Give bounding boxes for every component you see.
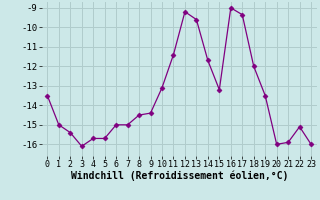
X-axis label: Windchill (Refroidissement éolien,°C): Windchill (Refroidissement éolien,°C)	[70, 171, 288, 181]
